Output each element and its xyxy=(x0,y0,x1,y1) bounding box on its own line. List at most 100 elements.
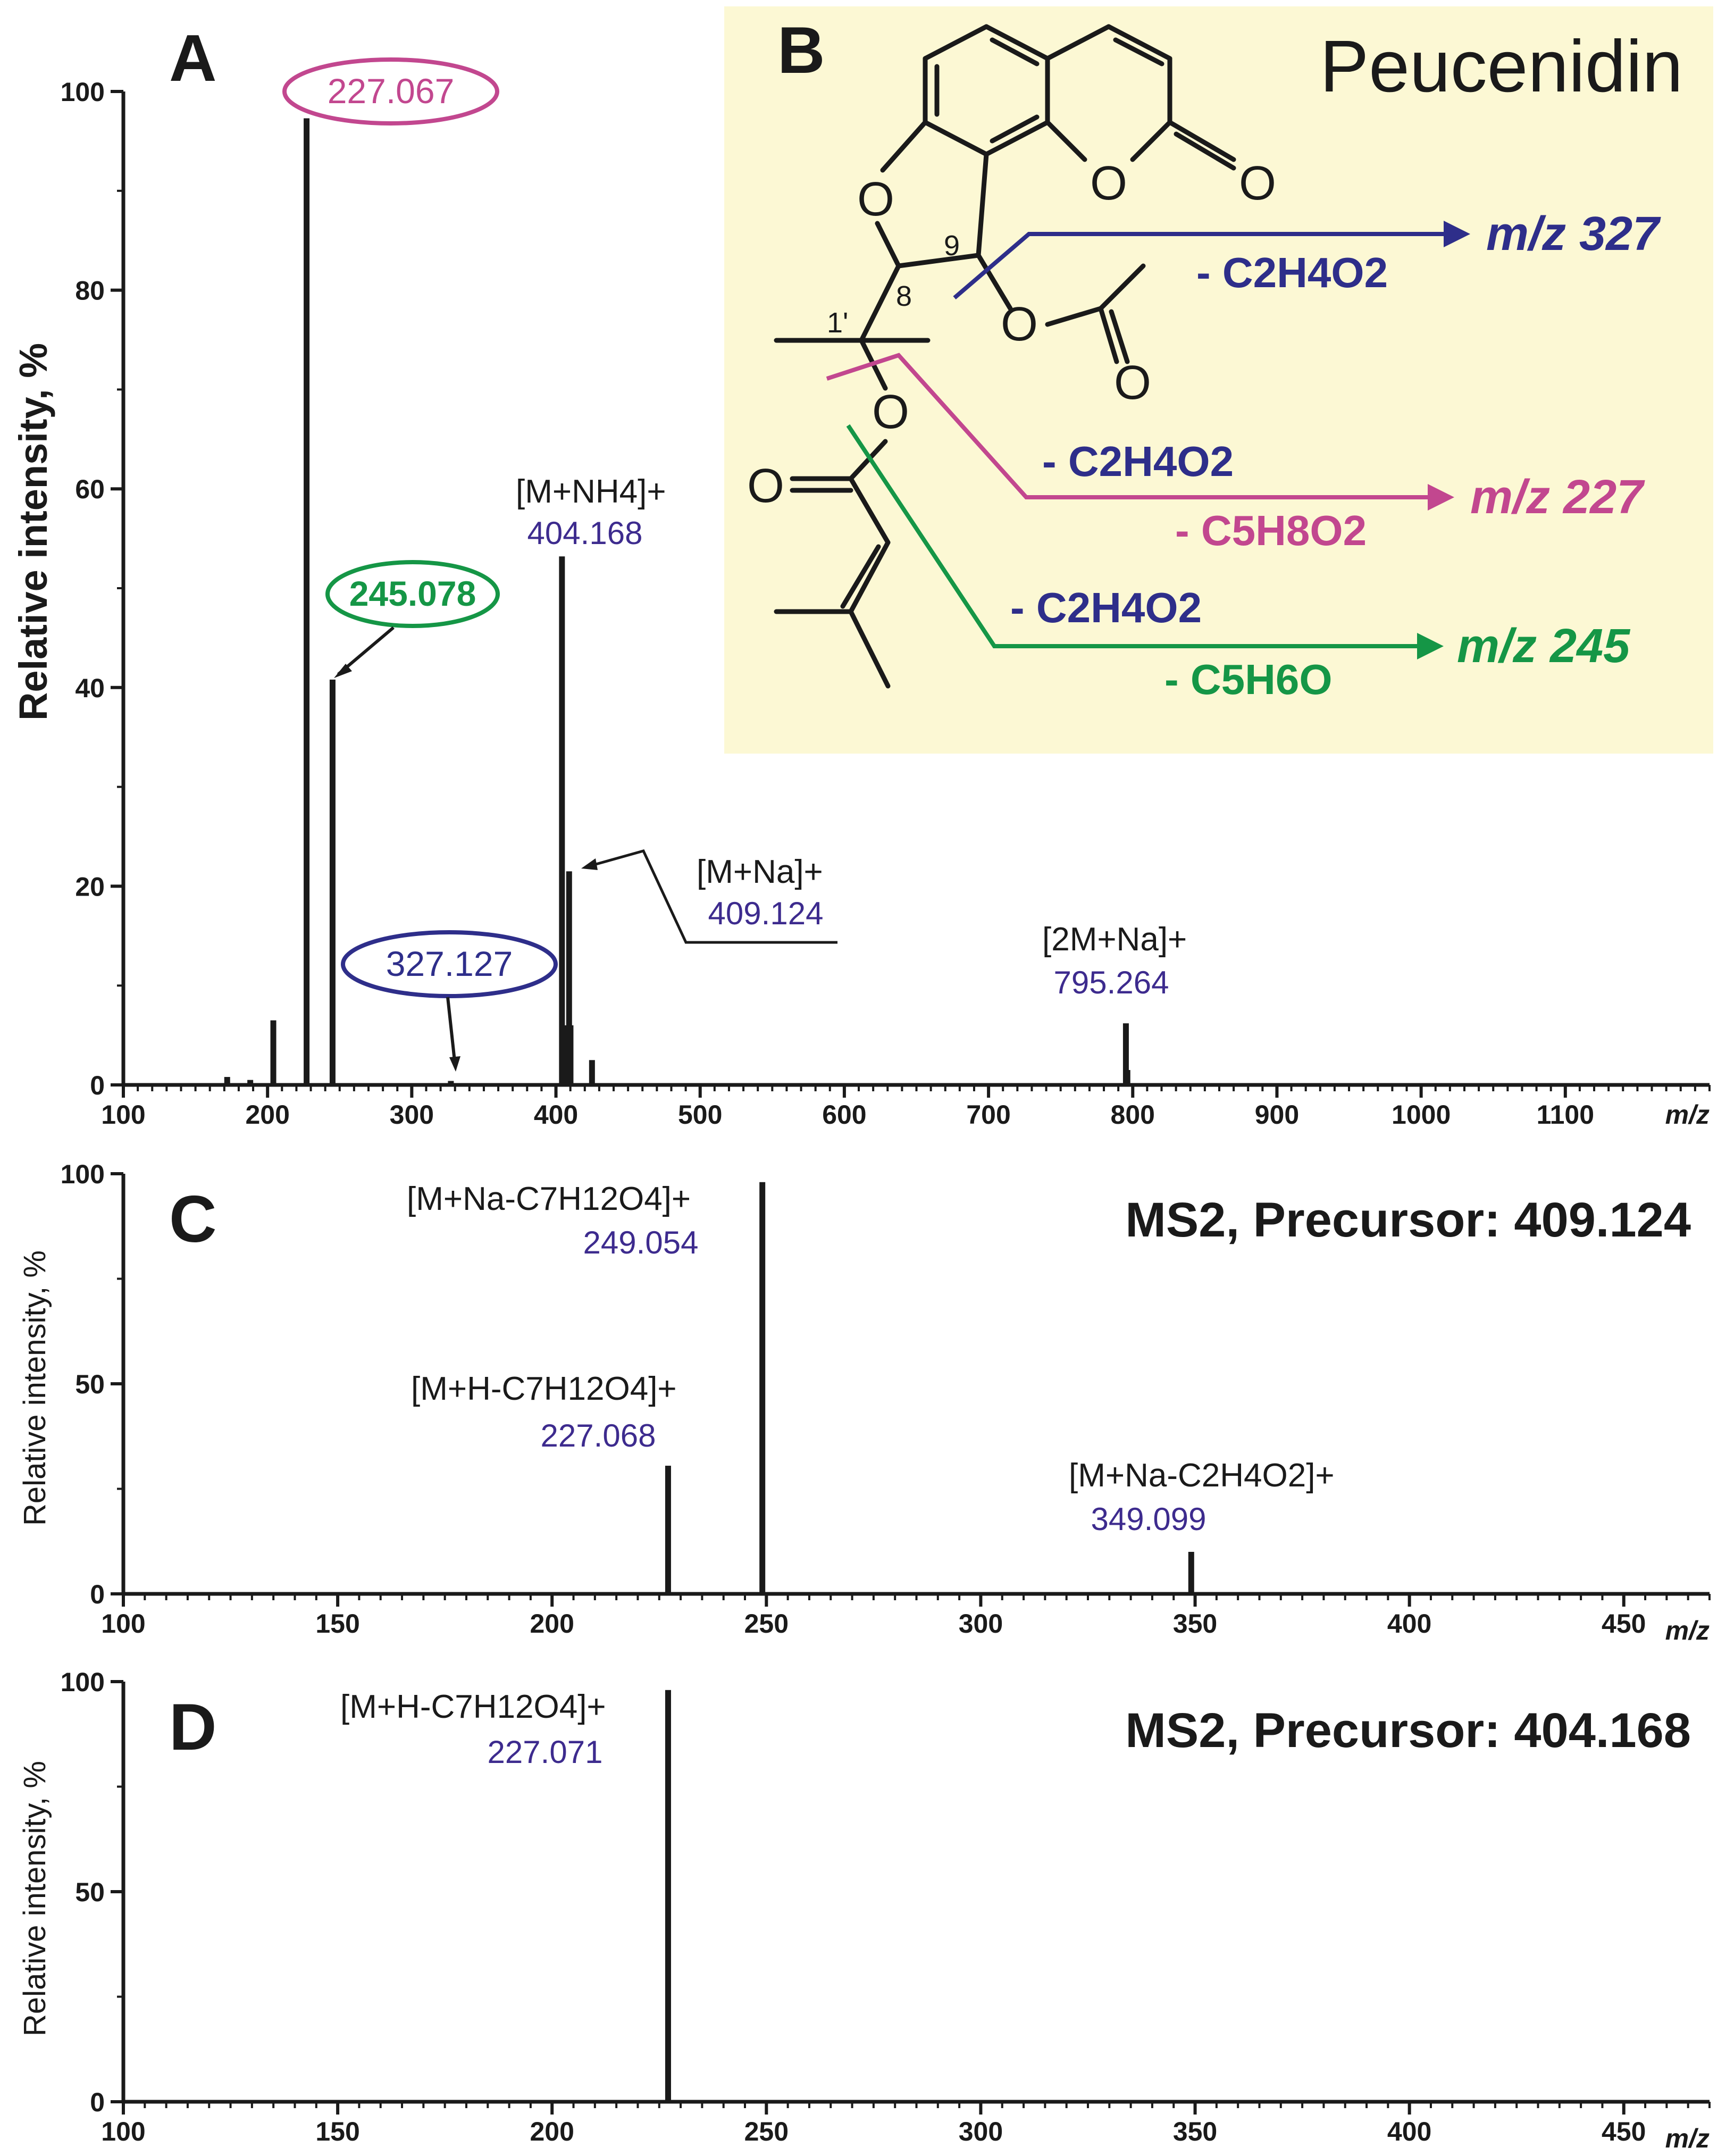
axes-d: 100 150 200 250 300 350 400 450 0 50 100 xyxy=(61,1667,1711,2146)
mna-leader xyxy=(590,849,837,944)
x-tick-label-d: 150 xyxy=(315,2117,359,2146)
x-tick-label-a: 400 xyxy=(534,1100,578,1130)
x-tick-label-d: 100 xyxy=(101,2117,145,2146)
peak-a xyxy=(1124,1069,1130,1085)
panel-c: C Relative intensity, % MS2, Precursor: … xyxy=(18,1159,1711,1645)
axes-c: 100 150 200 250 300 350 400 450 0 50 100 xyxy=(61,1159,1711,1639)
c-p249-label: [M+Na-C7H12O4]+ xyxy=(407,1181,691,1217)
m2na-value: 795.264 xyxy=(1054,965,1169,1000)
atom-o-furan: O xyxy=(857,173,894,226)
peak-a xyxy=(566,871,572,1085)
panel-a-ylabel: Relative intensity, % xyxy=(11,343,55,721)
panel-c-ylabel: Relative intensity, % xyxy=(18,1250,52,1526)
fragment-245-loss2: - C5H6O xyxy=(1164,656,1333,703)
x-tick-label-c: 350 xyxy=(1173,1609,1217,1639)
panel-b: B Peucenidin xyxy=(724,6,1713,754)
m2na-label: [2M+Na]+ xyxy=(1042,921,1187,958)
molecule-structure xyxy=(774,24,1236,689)
mna-label: [M+Na]+ xyxy=(697,854,823,890)
panel-d-letter: D xyxy=(169,1691,217,1764)
panel-c-title: MS2, Precursor: 409.124 xyxy=(1125,1193,1691,1247)
peak-a xyxy=(567,1025,574,1085)
x-tick-label-a: 1100 xyxy=(1537,1100,1594,1130)
y-tick-label-c: 50 xyxy=(75,1369,105,1399)
peaks-d xyxy=(665,1690,671,2102)
oval-327-arrow xyxy=(446,997,456,1062)
oval-327: 327.127 xyxy=(341,930,558,1072)
panel-b-letter: B xyxy=(777,14,825,87)
x-tick-label-c: 250 xyxy=(744,1609,789,1639)
fragment-227-product: m/z 227 xyxy=(1470,471,1645,524)
peak-c xyxy=(1188,1552,1194,1594)
panel-d-ylabel: Relative intensity, % xyxy=(18,1761,52,2036)
oval-327-arrowhead xyxy=(449,1056,460,1072)
oval-245-label: 245.078 xyxy=(349,574,476,613)
locant-1prime: 1' xyxy=(827,307,848,339)
panel-c-letter: C xyxy=(169,1183,217,1256)
x-tick-label-a: 700 xyxy=(966,1100,1010,1130)
x-tick-label-d: 400 xyxy=(1387,2117,1431,2146)
fragment-path-327: - C2H4O2 m/z 327 xyxy=(953,207,1661,300)
y-tick-label-a: 100 xyxy=(61,77,105,107)
peak-a xyxy=(329,679,336,1085)
atom-labels: O O O O O O O xyxy=(747,157,1276,513)
peak-d xyxy=(665,1690,671,2102)
x-tick-label-c: 100 xyxy=(101,1609,145,1639)
peak-a xyxy=(224,1077,230,1085)
peak-a xyxy=(448,1081,454,1085)
fragment-227-arrowhead xyxy=(1428,484,1454,511)
peaks-c xyxy=(665,1182,1194,1594)
panel-b-background xyxy=(724,6,1713,754)
c-p227-label: [M+H-C7H12O4]+ xyxy=(411,1371,677,1407)
peak-a xyxy=(589,1060,595,1085)
fragment-327-line xyxy=(953,232,1446,300)
x-tick-label-c: 400 xyxy=(1387,1609,1431,1639)
x-tick-label-d: 250 xyxy=(744,2117,789,2146)
x-tick-label-a: 500 xyxy=(678,1100,722,1130)
y-tick-label-a: 0 xyxy=(90,1071,105,1100)
y-tick-label-d: 0 xyxy=(90,2087,105,2117)
atom-o-ester-carbonyl: O xyxy=(747,459,784,513)
mnh4-label: [M+NH4]+ xyxy=(516,473,666,510)
y-tick-label-a: 20 xyxy=(75,872,105,901)
oval-245: 245.078 xyxy=(325,560,500,678)
c-p349-value: 349.099 xyxy=(1091,1501,1206,1537)
oval-227: 227.067 xyxy=(282,57,499,126)
axes-a: 100 200 300 400 500 600 700 800 900 1000 1100 0 20 40… xyxy=(61,77,1711,1130)
mna-arrowhead xyxy=(581,858,598,870)
fragment-227-loss2: - C5H8O2 xyxy=(1175,507,1367,554)
x-tick-label-a: 800 xyxy=(1111,1100,1155,1130)
panel-d: D Relative intensity, % MS2, Precursor: … xyxy=(18,1667,1711,2153)
peak-a xyxy=(304,118,310,1085)
x-tick-label-a: 1000 xyxy=(1392,1100,1451,1130)
oval-227-label: 227.067 xyxy=(328,71,455,111)
oval-327-label: 327.127 xyxy=(386,944,513,983)
peak-a xyxy=(559,556,565,1085)
peak-a xyxy=(560,1025,567,1085)
peak-a xyxy=(247,1080,254,1085)
x-tick-label-c: 150 xyxy=(315,1609,359,1639)
peak-a xyxy=(270,1020,277,1085)
fragment-245-arrowhead xyxy=(1417,633,1444,659)
fragment-245-line xyxy=(846,424,1420,648)
peak-a xyxy=(1122,1023,1129,1085)
x-tick-label-d: 450 xyxy=(1602,2117,1646,2146)
y-tick-label-a: 80 xyxy=(75,276,105,306)
atom-o-carbonyl: O xyxy=(1239,157,1276,210)
atom-o-acetyl: O xyxy=(1001,298,1038,351)
x-tick-label-c: 300 xyxy=(959,1609,1003,1639)
c-p227-value: 227.068 xyxy=(541,1418,656,1453)
x-tick-label-c: 450 xyxy=(1602,1609,1646,1639)
x-tick-label-a: 300 xyxy=(390,1100,434,1130)
peaks-a xyxy=(224,118,1130,1085)
fragment-327-loss: - C2H4O2 xyxy=(1196,249,1388,296)
panel-d-title: MS2, Precursor: 404.168 xyxy=(1125,1703,1691,1758)
c-p249-value: 249.054 xyxy=(583,1225,699,1260)
fragment-227-loss1: - C2H4O2 xyxy=(1042,438,1234,485)
x-tick-label-c: 200 xyxy=(530,1609,574,1639)
oval-245-arrowhead xyxy=(334,664,352,678)
x-tick-label-a: 200 xyxy=(245,1100,289,1130)
peak-c xyxy=(665,1466,671,1594)
atom-o-ester: O xyxy=(872,386,909,439)
